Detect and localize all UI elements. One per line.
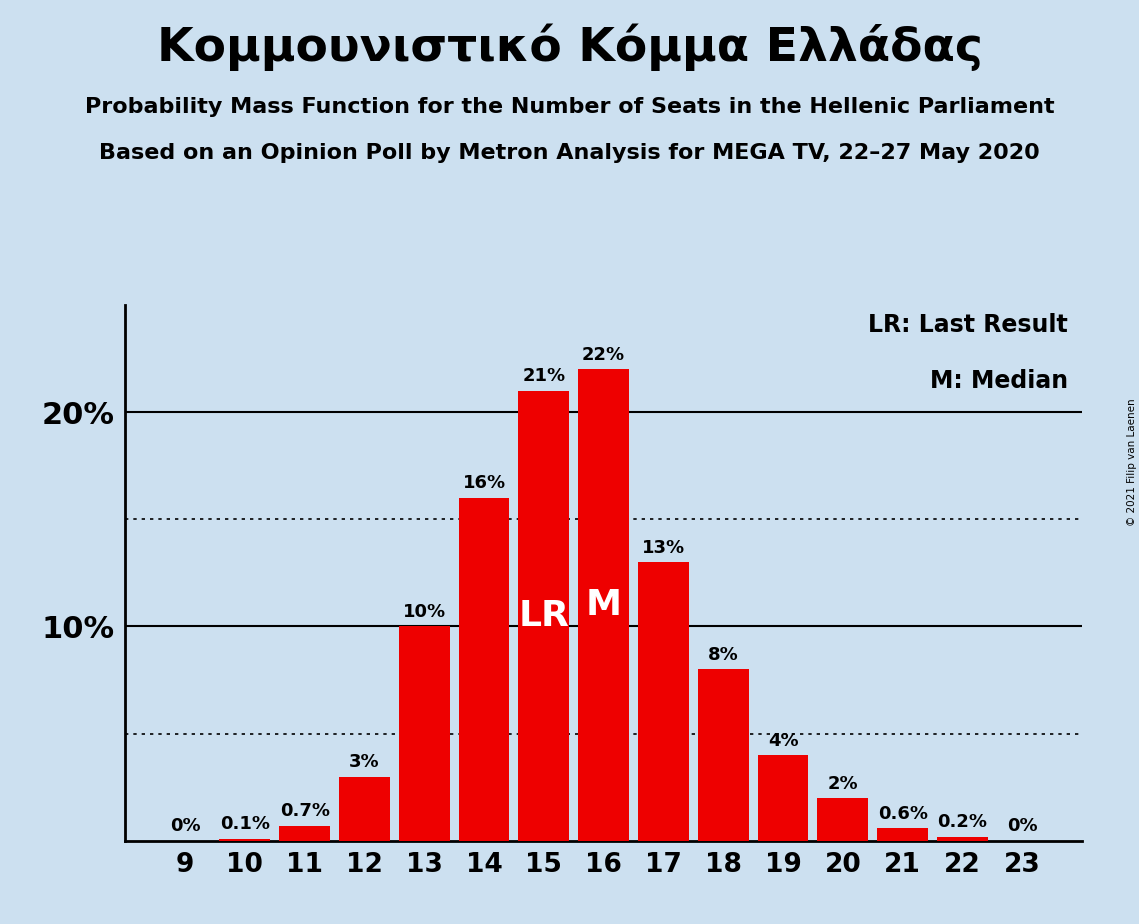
Text: 10%: 10%: [403, 603, 445, 621]
Text: M: Median: M: Median: [929, 370, 1067, 394]
Text: 22%: 22%: [582, 346, 625, 364]
Bar: [638, 562, 689, 841]
Text: 2%: 2%: [828, 774, 858, 793]
Text: 21%: 21%: [523, 368, 565, 385]
Text: Probability Mass Function for the Number of Seats in the Hellenic Parliament: Probability Mass Function for the Number…: [84, 97, 1055, 117]
Bar: [698, 669, 748, 841]
Text: 0%: 0%: [170, 818, 200, 835]
Text: 13%: 13%: [642, 539, 685, 557]
Text: 3%: 3%: [350, 753, 379, 772]
Text: M: M: [585, 588, 622, 622]
Bar: [279, 826, 330, 841]
Text: LR: Last Result: LR: Last Result: [868, 313, 1067, 337]
Bar: [877, 828, 928, 841]
Text: © 2021 Filip van Laenen: © 2021 Filip van Laenen: [1126, 398, 1137, 526]
Bar: [220, 839, 270, 841]
Text: 4%: 4%: [768, 732, 798, 749]
Text: 0.2%: 0.2%: [937, 813, 988, 832]
Bar: [339, 776, 390, 841]
Text: Based on an Opinion Poll by Metron Analysis for MEGA TV, 22–27 May 2020: Based on an Opinion Poll by Metron Analy…: [99, 143, 1040, 164]
Text: LR: LR: [518, 599, 570, 633]
Bar: [937, 836, 988, 841]
Bar: [399, 626, 450, 841]
Text: Κομμουνιστικό Κόμμα Ελλάδας: Κομμουνιστικό Κόμμα Ελλάδας: [156, 23, 983, 70]
Bar: [518, 391, 570, 841]
Text: 0.7%: 0.7%: [280, 802, 329, 821]
Text: 0.1%: 0.1%: [220, 815, 270, 833]
Text: 0.6%: 0.6%: [878, 805, 927, 822]
Text: 16%: 16%: [462, 475, 506, 492]
Text: 0%: 0%: [1007, 818, 1038, 835]
Bar: [459, 498, 509, 841]
Bar: [818, 798, 868, 841]
Bar: [579, 370, 629, 841]
Bar: [757, 755, 809, 841]
Text: 8%: 8%: [708, 646, 738, 664]
